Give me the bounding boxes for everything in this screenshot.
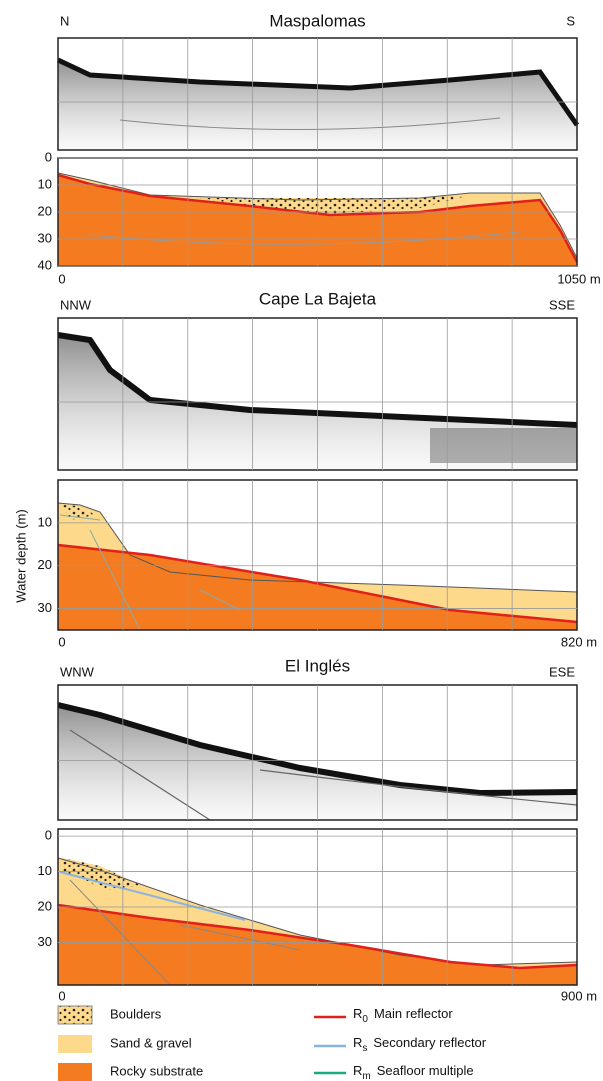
legend-label: Sand & gravel: [110, 1035, 192, 1050]
direction-label: ESE: [549, 664, 575, 679]
reflector-symbol: R: [353, 1035, 362, 1050]
reflector-label: Secondary reflector: [373, 1035, 486, 1050]
legend-label: Rs Secondary reflector: [353, 1035, 487, 1053]
legend-swatch: [58, 1035, 92, 1053]
legend-label: Rocky substrate: [110, 1063, 203, 1078]
reflector-symbol: R: [353, 1063, 362, 1078]
x-tick-label: 820 m: [561, 634, 597, 649]
direction-label: N: [60, 13, 69, 28]
x-tick-label: 0: [58, 634, 65, 649]
y-tick-label: 10: [38, 863, 52, 878]
x-tick-label: 0: [58, 988, 65, 1003]
y-tick-label: 10: [38, 176, 52, 191]
direction-label: S: [566, 13, 575, 28]
reflector-subscript: s: [362, 1043, 367, 1054]
x-tick-label: 0: [58, 271, 65, 286]
y-tick-label: 20: [38, 557, 52, 572]
legend-swatch: [57, 1005, 93, 1025]
y-tick-label: 20: [38, 203, 52, 218]
y-tick-label: 0: [45, 149, 52, 164]
direction-label: SSE: [549, 297, 575, 312]
legend-label: Rm Seafloor multiple: [353, 1063, 474, 1081]
legend-label: Boulders: [110, 1006, 162, 1021]
direction-label: WNW: [60, 664, 95, 679]
x-tick-label: 900 m: [561, 988, 597, 1003]
y-tick-label: 40: [38, 257, 52, 272]
panel-title: Maspalomas: [269, 11, 365, 30]
x-tick-label: 1050 m: [557, 271, 600, 286]
reflector-subscript: m: [362, 1071, 370, 1081]
legend-label: R0 Main reflector: [353, 1006, 453, 1024]
y-tick-label: 10: [38, 514, 52, 529]
reflector-label: Main reflector: [374, 1006, 453, 1021]
y-tick-label: 30: [38, 934, 52, 949]
reflector-subscript: 0: [362, 1014, 368, 1025]
direction-label: NNW: [60, 297, 92, 312]
y-tick-label: 20: [38, 898, 52, 913]
y-tick-label: 30: [38, 230, 52, 245]
y-tick-label: 30: [38, 600, 52, 615]
panel-title: Cape La Bajeta: [259, 289, 377, 308]
reflector-symbol: R: [353, 1006, 362, 1021]
y-tick-label: 0: [45, 828, 52, 843]
y-axis-label: Water depth (m): [13, 509, 28, 602]
panel-title: El Inglés: [285, 656, 350, 675]
reflector-label: Seafloor multiple: [377, 1063, 474, 1078]
legend-swatch: [58, 1063, 92, 1081]
